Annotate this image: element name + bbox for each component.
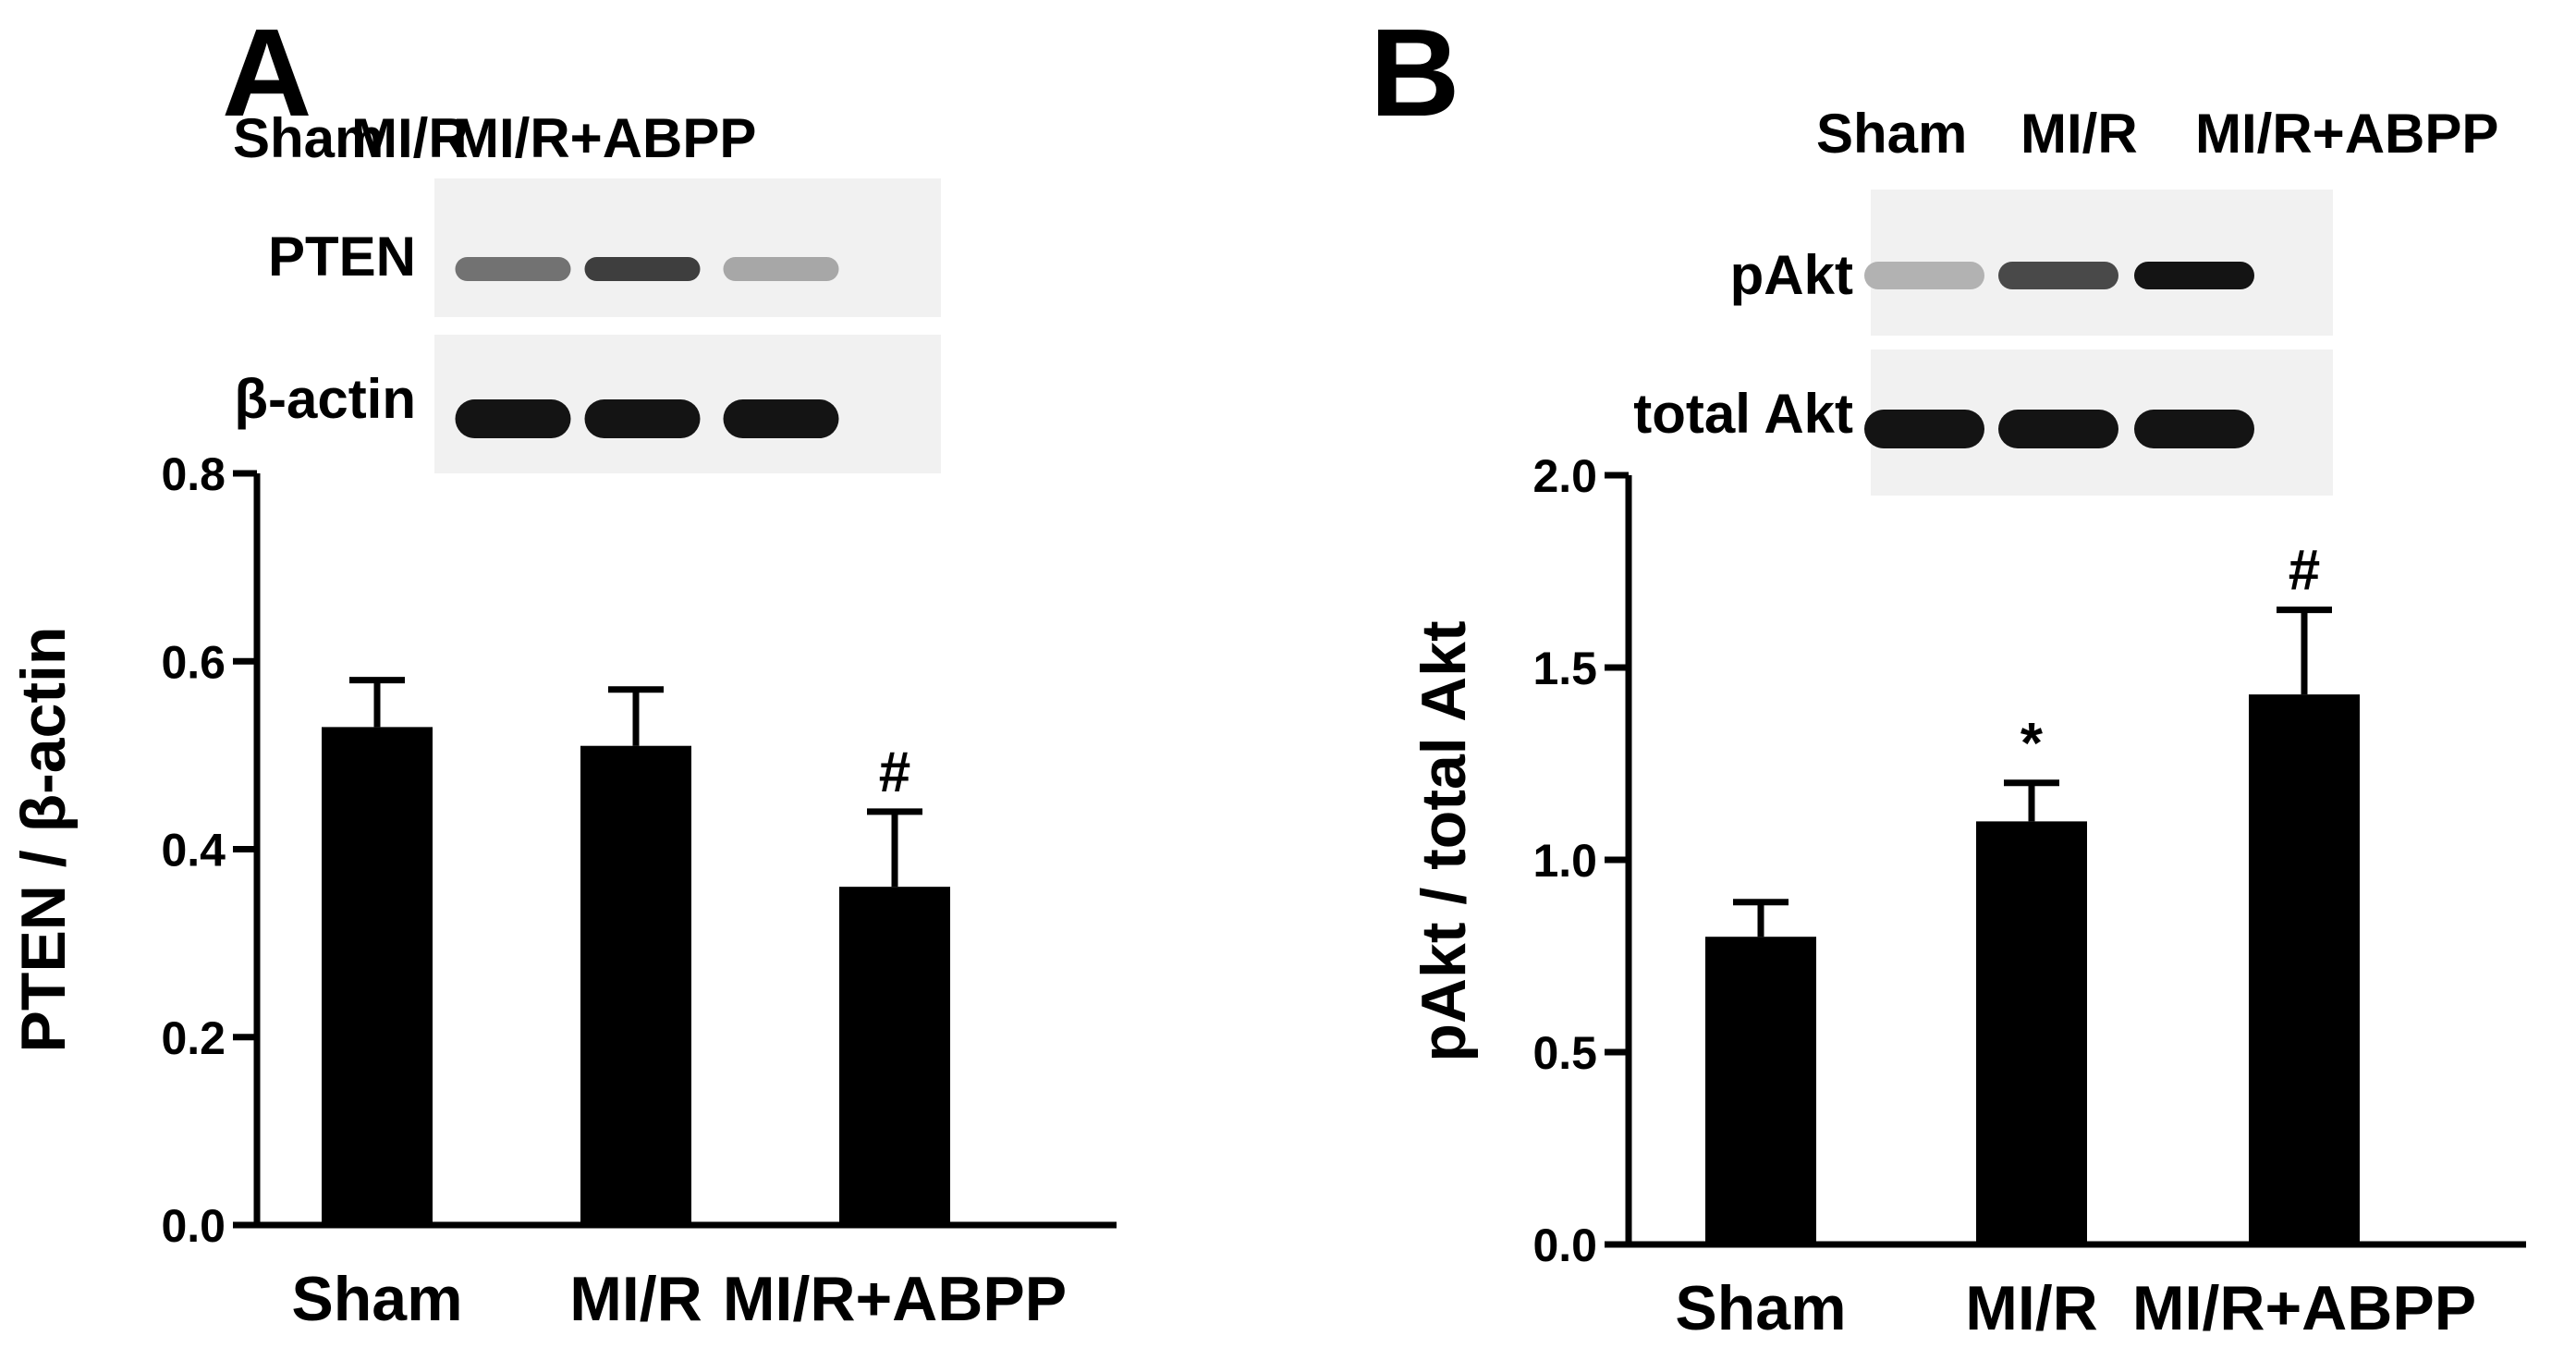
panel-a-x-tick-label: MI/R+ABPP xyxy=(723,1264,1067,1334)
panel-b-y-tick-label: 1.5 xyxy=(1532,643,1597,694)
panel-b-x-tick-label: MI/R xyxy=(1965,1273,2098,1343)
panel-a-letter: A xyxy=(222,3,312,142)
panel-a-blot-band xyxy=(723,257,839,281)
panel-b-bar xyxy=(1705,937,1816,1244)
panel-b-y-tick-label: 0.0 xyxy=(1532,1219,1597,1271)
panel-b-western-blot: Sham MI/R MI/R+ABPP pAkt total Akt xyxy=(1633,103,2498,496)
panel-a-blot-band xyxy=(455,257,571,281)
panel-a-blot-membrane xyxy=(434,178,941,317)
panel-a-y-tick-label: 0.4 xyxy=(161,825,226,876)
panel-a-y-tick-label: 0.8 xyxy=(161,448,226,500)
panel-a-blot-lane-label: Sham xyxy=(233,107,384,169)
panel-a-x-tick-label: MI/R xyxy=(569,1264,702,1334)
panel-b-y-tick-label: 2.0 xyxy=(1532,450,1597,502)
panel-b-blot-band xyxy=(2134,262,2254,289)
panel-a-bar xyxy=(322,727,433,1225)
panel-a-significance-marker: # xyxy=(879,741,910,804)
panel-a-bar xyxy=(839,887,950,1225)
panel-a-blot-band xyxy=(584,257,701,281)
panel-b-blot-band xyxy=(1998,262,2118,289)
panel-a-blot-row-label: β-actin xyxy=(234,368,416,430)
panel-b-y-tick-label: 1.0 xyxy=(1532,835,1597,887)
panel-b-x-tick-label: Sham xyxy=(1675,1273,1846,1343)
panel-b-significance-marker: * xyxy=(2021,712,2044,776)
panel-b-blot-row-label: pAkt xyxy=(1730,244,1853,306)
panel-b-bar-chart: 0.0 0.5 1.0 1.5 2.0 Sham * MI/R # MI/R+ABPP xyxy=(1532,450,2526,1343)
panel-b-blot-lane-label: MI/R+ABPP xyxy=(2195,103,2498,165)
panel-b-y-axis-label: pAkt / total Akt xyxy=(1409,620,1479,1061)
panel-b: B Sham MI/R MI/R+ABPP pAkt total Akt 0.0 0.5 1… xyxy=(1370,3,2526,1343)
panel-a-bar xyxy=(580,745,691,1225)
panel-a-y-tick-label: 0.2 xyxy=(161,1012,226,1064)
panel-b-blot-band xyxy=(2134,410,2254,448)
panel-a-y-axis-label: PTEN / β-actin xyxy=(8,627,79,1053)
panel-a-blot-band xyxy=(584,399,701,438)
panel-b-y-tick-label: 0.5 xyxy=(1532,1027,1597,1079)
panel-b-blot-lane-label: MI/R xyxy=(2021,103,2138,165)
panel-b-blot-row-label: total Akt xyxy=(1633,383,1853,445)
panel-b-blot-band xyxy=(1998,410,2118,448)
panel-b-x-tick-label: MI/R+ABPP xyxy=(2132,1273,2476,1343)
panel-b-bar xyxy=(2249,694,2360,1244)
panel-b-letter: B xyxy=(1370,3,1460,142)
panel-b-blot-band xyxy=(1864,262,1984,289)
panel-a-blot-lane-label: MI/R+ABPP xyxy=(453,107,756,169)
panel-a-bar-chart: 0.0 0.2 0.4 0.6 0.8 Sham MI/R # MI/R+ABPP xyxy=(161,448,1117,1334)
panel-a-blot-band xyxy=(455,399,571,438)
panel-a-blot-band xyxy=(723,399,839,438)
panel-a-y-tick-label: 0.0 xyxy=(161,1200,226,1252)
panel-b-significance-marker: # xyxy=(2289,539,2320,603)
panel-a-blot-row-label: PTEN xyxy=(268,226,416,288)
panel-a-blot-lane-label: MI/R xyxy=(351,107,469,169)
panel-a-y-tick-label: 0.6 xyxy=(161,636,226,688)
panel-a-x-tick-label: Sham xyxy=(291,1264,462,1334)
panel-b-bar xyxy=(1976,821,2087,1244)
panel-b-blot-band xyxy=(1864,410,1984,448)
panel-b-blot-lane-label: Sham xyxy=(1816,103,1967,165)
